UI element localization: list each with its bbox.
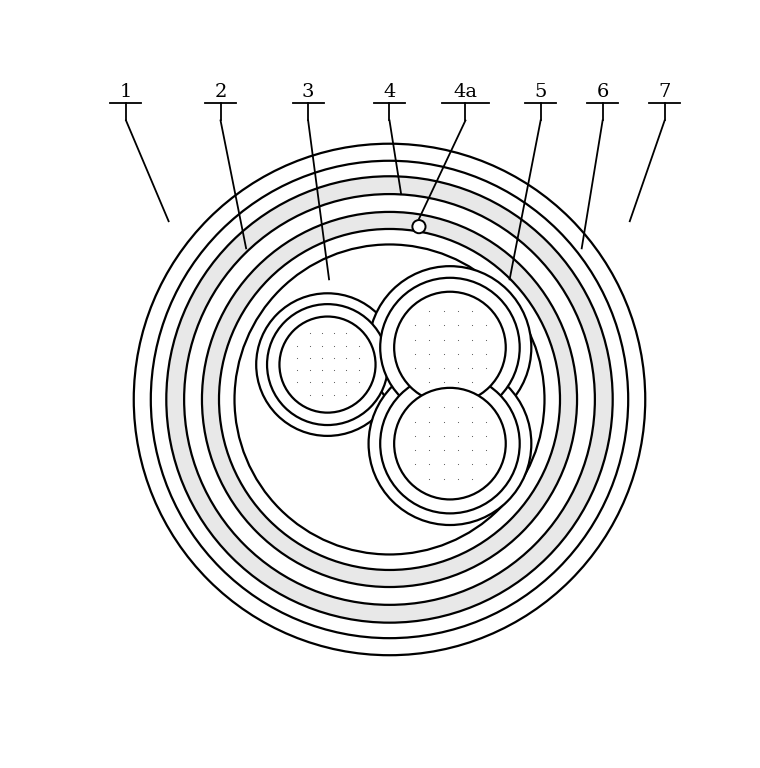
Circle shape <box>369 266 531 429</box>
Circle shape <box>150 161 629 638</box>
Circle shape <box>184 194 595 605</box>
Text: 3: 3 <box>302 83 315 101</box>
Circle shape <box>280 316 375 412</box>
Circle shape <box>413 220 426 233</box>
Circle shape <box>219 229 560 570</box>
Text: 7: 7 <box>658 83 671 101</box>
Circle shape <box>394 388 505 499</box>
Circle shape <box>235 244 544 554</box>
Circle shape <box>267 304 388 425</box>
Text: 6: 6 <box>597 83 609 101</box>
Text: 4a: 4a <box>454 83 477 101</box>
Text: 1: 1 <box>120 83 132 101</box>
Text: 5: 5 <box>534 83 546 101</box>
Circle shape <box>134 144 645 655</box>
Circle shape <box>369 362 531 525</box>
Circle shape <box>202 212 577 587</box>
Circle shape <box>394 292 505 403</box>
Circle shape <box>380 374 520 513</box>
Text: 4: 4 <box>383 83 396 101</box>
Circle shape <box>256 293 399 436</box>
Text: 2: 2 <box>214 83 226 101</box>
Circle shape <box>380 278 520 417</box>
Circle shape <box>166 177 613 623</box>
